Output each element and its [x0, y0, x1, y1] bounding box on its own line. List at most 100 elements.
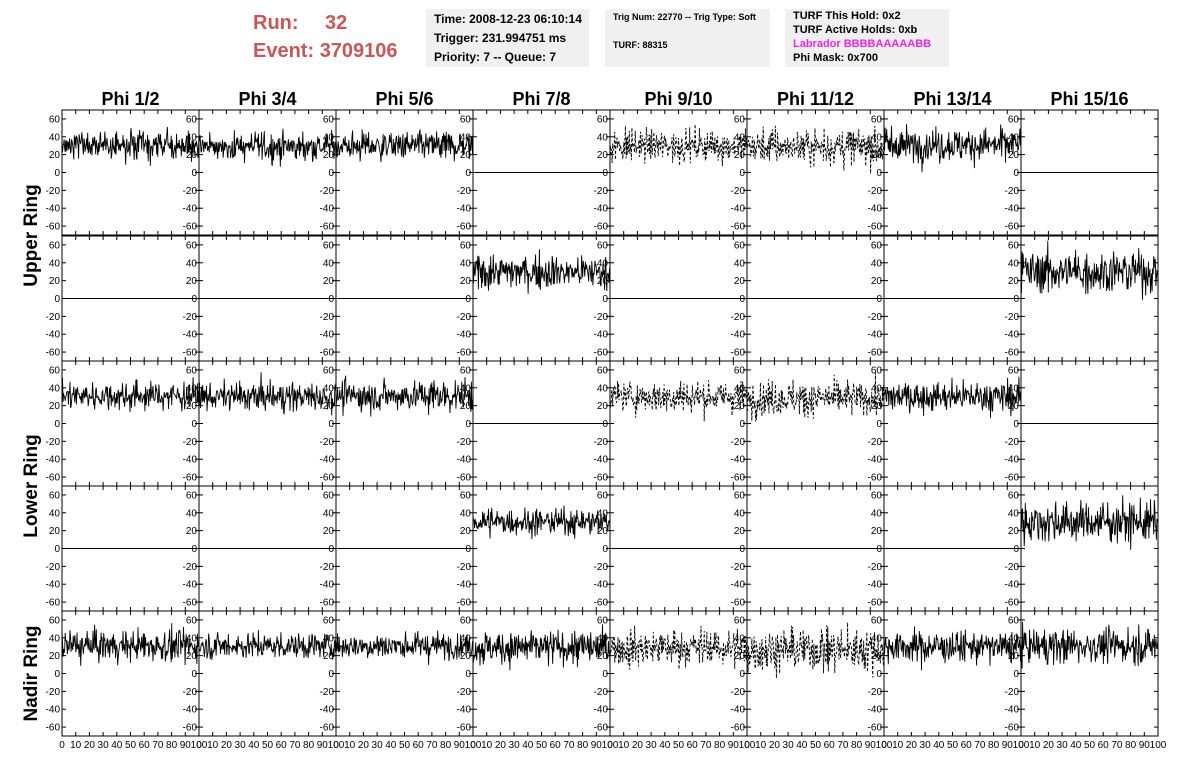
- y-tick-label: 60: [186, 240, 198, 251]
- y-tick-label: -60: [457, 723, 472, 734]
- panel-frame: [746, 360, 885, 487]
- x-tick-label: 70: [563, 740, 575, 751]
- y-tick-label: 60: [323, 615, 335, 626]
- y-tick-label: -40: [1005, 330, 1020, 341]
- y-tick-label: 40: [460, 132, 472, 143]
- y-tick-label: -20: [320, 562, 335, 573]
- y-tick-label: 0: [54, 669, 60, 680]
- y-tick-label: 60: [186, 114, 198, 125]
- x-tick-label: 30: [98, 740, 110, 751]
- waveform-trace: [335, 630, 474, 665]
- y-tick-label: -40: [868, 705, 883, 716]
- y-tick-label: -20: [1005, 562, 1020, 573]
- y-tick-label: -40: [46, 705, 61, 716]
- ring-labels: Upper Ring Lower Ring Nadir Ring: [21, 184, 42, 721]
- waveform-trace: [609, 124, 748, 167]
- x-tick-label: 90: [1139, 740, 1151, 751]
- y-tick-label: -20: [731, 687, 746, 698]
- y-tick-label: -40: [731, 330, 746, 341]
- panel-frame: [1020, 485, 1159, 612]
- waveform-trace: [198, 372, 337, 416]
- y-tick-label: 0: [54, 544, 60, 555]
- y-tick-label: 0: [876, 669, 882, 680]
- y-tick-label: -20: [183, 186, 198, 197]
- ring-label: Lower Ring: [21, 434, 42, 537]
- waveform-panel: -60 -40 -20 0 20 40 60: [868, 109, 1022, 236]
- run-label: Run:: [253, 12, 299, 34]
- y-tick-label: 0: [1013, 544, 1019, 555]
- run-line: Run: 32: [253, 12, 347, 35]
- y-tick-label: 40: [323, 258, 335, 269]
- y-tick-label: -40: [868, 455, 883, 466]
- y-tick-label: -20: [320, 186, 335, 197]
- y-tick-label: -60: [594, 222, 609, 233]
- y-tick-label: 40: [1008, 132, 1020, 143]
- y-tick-label: 0: [739, 544, 745, 555]
- y-tick-label: -20: [731, 437, 746, 448]
- x-tick-label: 20: [769, 740, 781, 751]
- x-tick-label: 0: [1018, 740, 1024, 751]
- y-tick-label: 40: [1008, 508, 1020, 519]
- y-tick-label: -60: [868, 348, 883, 359]
- trigger-info-box: Trig Num: 22770 -- Trig Type: Soft TURF:…: [605, 9, 770, 67]
- x-tick-label: 60: [550, 740, 562, 751]
- phi-labels: Phi 1/2 Phi 3/4 Phi 5/6 Phi 7/8 Phi 9/10 Phi …: [101, 89, 1128, 109]
- y-tick-label: 20: [186, 276, 198, 287]
- panel-frame: [1020, 235, 1159, 362]
- y-tick-label: -40: [731, 204, 746, 215]
- x-tick-label: 70: [426, 740, 438, 751]
- x-tick-label: 20: [358, 740, 370, 751]
- x-tick-label: 80: [1125, 740, 1137, 751]
- y-tick-label: -40: [868, 330, 883, 341]
- y-tick-label: 40: [323, 508, 335, 519]
- y-tick-label: 40: [460, 258, 472, 269]
- y-tick-label: -20: [320, 312, 335, 323]
- y-tick-label: 60: [871, 365, 883, 376]
- y-tick-label: -60: [868, 222, 883, 233]
- panel-frame: [883, 360, 1022, 487]
- y-tick-label: -20: [46, 437, 61, 448]
- x-tick-label: 100: [465, 740, 482, 751]
- y-tick-label: -60: [1005, 723, 1020, 734]
- y-tick-label: 0: [876, 168, 882, 179]
- waveform-trace: [746, 125, 885, 174]
- turf-info-box: TURF This Hold: 0x2 TURF Active Holds: 0…: [785, 9, 949, 67]
- y-tick-label: 60: [186, 365, 198, 376]
- y-tick-label: 0: [1013, 669, 1019, 680]
- y-tick-label: 0: [191, 419, 197, 430]
- panel-frame: [335, 109, 474, 236]
- y-tick-label: -20: [183, 437, 198, 448]
- y-tick-label: -40: [868, 580, 883, 591]
- phi-label: Phi 9/10: [644, 89, 712, 109]
- y-tick-label: 60: [734, 490, 746, 501]
- y-tick-label: 20: [49, 150, 61, 161]
- y-tick-label: 0: [191, 168, 197, 179]
- y-tick-label: 20: [871, 401, 883, 412]
- y-tick-label: 20: [323, 401, 335, 412]
- y-tick-label: 40: [49, 258, 61, 269]
- panel-frame: [609, 360, 748, 487]
- y-tick-label: -20: [731, 312, 746, 323]
- x-tick-label: 20: [84, 740, 96, 751]
- y-tick-label: 40: [323, 383, 335, 394]
- y-tick-label: -20: [457, 186, 472, 197]
- y-tick-label: 60: [1008, 365, 1020, 376]
- y-tick-label: 20: [460, 401, 472, 412]
- y-tick-label: 60: [734, 365, 746, 376]
- x-tick-label: 10: [755, 740, 767, 751]
- panel-frame: [61, 109, 200, 236]
- x-tick-label: 100: [1150, 740, 1167, 751]
- x-tick-label: 30: [509, 740, 521, 751]
- y-tick-label: 60: [597, 240, 609, 251]
- x-tick-label: 40: [1070, 740, 1082, 751]
- y-tick-label: 20: [186, 150, 198, 161]
- ring-label: Upper Ring: [21, 184, 42, 286]
- waveform-panel: -60 -40 -20 0 20 40 60: [320, 485, 474, 612]
- y-tick-label: 40: [734, 383, 746, 394]
- y-tick-label: -40: [320, 455, 335, 466]
- x-tick-label: 80: [988, 740, 1000, 751]
